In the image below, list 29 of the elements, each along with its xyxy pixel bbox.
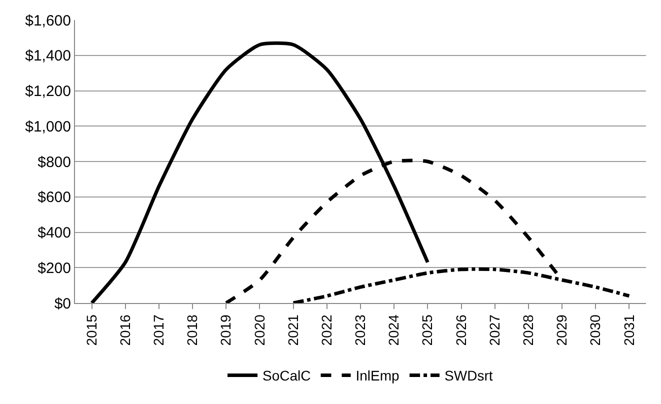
- x-tick-label: 2018: [184, 314, 200, 346]
- x-tick-label: 2030: [587, 314, 604, 346]
- legend-label: InlEmp: [356, 368, 400, 384]
- legend-label: SoCalC: [262, 368, 311, 384]
- y-tick-label: $400: [38, 224, 71, 242]
- x-tick-label: 2029: [554, 314, 570, 346]
- x-tick-label: 2031: [620, 314, 637, 346]
- x-tick-label: 2028: [520, 314, 536, 346]
- x-tick-label: 2024: [386, 314, 402, 346]
- y-tick-label: $1,200: [25, 83, 71, 100]
- y-tick-label: $600: [38, 189, 71, 206]
- x-tick-label: 2016: [116, 314, 133, 346]
- x-tick-label: 2020: [251, 314, 268, 346]
- x-tick-label: 2017: [150, 314, 167, 346]
- x-tick-label: 2022: [318, 314, 334, 346]
- x-tick-label: 2021: [284, 314, 301, 346]
- x-tick-label: 2027: [486, 314, 502, 346]
- x-tick-label: 2026: [452, 314, 469, 346]
- y-tick-label: $1,000: [25, 118, 71, 136]
- x-tick-label: 2025: [419, 314, 436, 346]
- y-tick-label: $0: [54, 295, 71, 312]
- y-tick-label: $800: [38, 154, 71, 171]
- legend-label: SWDsrt: [444, 368, 493, 384]
- y-tick-label: $200: [38, 260, 71, 277]
- y-tick-label: $1,600: [25, 12, 71, 30]
- x-tick-label: 2019: [218, 314, 234, 346]
- x-tick-label: 2023: [352, 314, 368, 346]
- y-tick-label: $1,400: [25, 48, 71, 65]
- x-tick-label: 2015: [83, 314, 100, 346]
